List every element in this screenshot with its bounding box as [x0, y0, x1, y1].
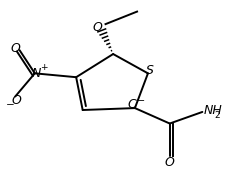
Text: 2: 2: [214, 111, 220, 120]
Text: NH: NH: [203, 104, 222, 118]
Text: O: O: [93, 20, 103, 34]
Text: S: S: [146, 64, 154, 77]
Text: +: +: [40, 63, 48, 72]
Text: C: C: [127, 98, 136, 111]
Text: −: −: [137, 96, 145, 106]
Text: −: −: [5, 100, 14, 110]
Text: O: O: [165, 156, 175, 169]
Text: O: O: [11, 94, 21, 107]
Text: N: N: [31, 67, 40, 80]
Text: O: O: [10, 42, 20, 55]
